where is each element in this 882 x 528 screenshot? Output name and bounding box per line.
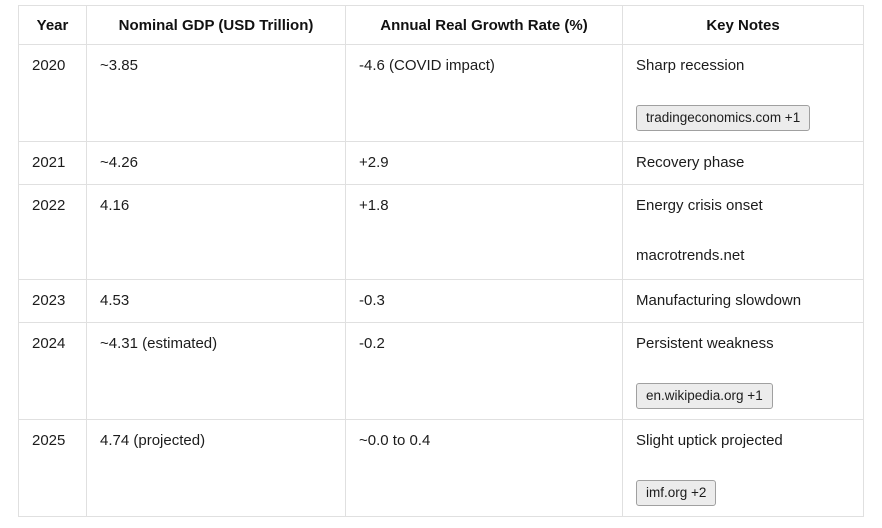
note-text: Recovery phase (636, 154, 745, 171)
key-notes-cell: Manufacturing slowdown (622, 279, 864, 323)
growth-cell: -4.6 (COVID impact) (345, 44, 623, 142)
note-text: Sharp recession (636, 57, 745, 74)
citation-text: macrotrends.net (636, 247, 745, 264)
source-line: tradingeconomics.com +1 (636, 105, 850, 131)
header-growth-rate: Annual Real Growth Rate (%) (345, 5, 623, 45)
table-row: 2025 4.74 (projected) ~0.0 to 0.4 Slight up… (18, 419, 864, 517)
year-cell: 2021 (18, 141, 87, 185)
table-row: 2022 4.16 +1.8 Energy crisis onset macrotren… (18, 184, 864, 280)
year-cell: 2022 (18, 184, 87, 280)
source-line: en.wikipedia.org +1 (636, 383, 850, 409)
table-row: 2024 ~4.31 (estimated) -0.2 Persistent weak… (18, 322, 864, 420)
year-cell: 2023 (18, 279, 87, 323)
year-cell: 2025 (18, 419, 87, 517)
gdp-cell: ~4.26 (86, 141, 346, 185)
citation-badge[interactable]: en.wikipedia.org +1 (636, 383, 773, 409)
gdp-cell: 4.53 (86, 279, 346, 323)
table-body: 2020 ~3.85 -4.6 (COVID impact) Sharp recess… (18, 44, 864, 517)
gdp-table: Year Nominal GDP (USD Trillion) Annual R… (18, 5, 864, 517)
growth-cell: +1.8 (345, 184, 623, 280)
year-cell: 2020 (18, 44, 87, 142)
key-notes-cell: Slight uptick projected imf.org +2 (622, 419, 864, 517)
header-row: Year Nominal GDP (USD Trillion) Annual R… (18, 5, 864, 45)
growth-cell: -0.3 (345, 279, 623, 323)
key-notes-cell: Recovery phase (622, 141, 864, 185)
key-notes-cell: Sharp recession tradingeconomics.com +1 (622, 44, 864, 142)
table-header: Year Nominal GDP (USD Trillion) Annual R… (18, 5, 864, 45)
key-notes-cell: Persistent weakness en.wikipedia.org +1 (622, 322, 864, 420)
growth-cell: ~0.0 to 0.4 (345, 419, 623, 517)
citation-badge[interactable]: tradingeconomics.com +1 (636, 105, 811, 131)
citation-badge[interactable]: imf.org +2 (636, 480, 717, 506)
header-key-notes: Key Notes (622, 5, 864, 45)
gdp-cell: 4.74 (projected) (86, 419, 346, 517)
table-row: 2023 4.53 -0.3 Manufacturing slowdown (18, 279, 864, 323)
note-text: Slight uptick projected (636, 432, 783, 449)
gdp-cell: ~4.31 (estimated) (86, 322, 346, 420)
header-year: Year (18, 5, 87, 45)
note-text: Persistent weakness (636, 335, 774, 352)
gdp-cell: 4.16 (86, 184, 346, 280)
growth-cell: -0.2 (345, 322, 623, 420)
year-cell: 2024 (18, 322, 87, 420)
table-row: 2020 ~3.85 -4.6 (COVID impact) Sharp recess… (18, 44, 864, 142)
header-nominal-gdp: Nominal GDP (USD Trillion) (86, 5, 346, 45)
growth-cell: +2.9 (345, 141, 623, 185)
note-text: Energy crisis onset (636, 197, 763, 214)
key-notes-cell: Energy crisis onset macrotrends.net (622, 184, 864, 280)
gdp-cell: ~3.85 (86, 44, 346, 142)
source-line: imf.org +2 (636, 480, 850, 506)
note-text: Manufacturing slowdown (636, 292, 802, 309)
table-row: 2021 ~4.26 +2.9 Recovery phase (18, 141, 864, 185)
gdp-table-container: Year Nominal GDP (USD Trillion) Annual R… (18, 5, 864, 517)
